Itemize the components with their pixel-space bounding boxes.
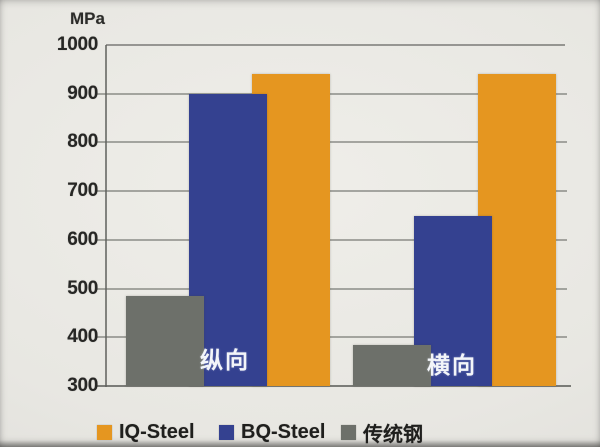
y-axis-unit-label: MPa	[70, 9, 105, 28]
y-tick-label-400: 400	[67, 326, 98, 348]
legend-swatch-bq-steel	[219, 424, 234, 440]
gridline-800	[96, 141, 567, 144]
gridline-500	[96, 287, 567, 290]
group-label-transverse: 横向	[427, 352, 477, 378]
bar-conventional-steel-transverse	[353, 344, 431, 386]
y-tick-label-600: 600	[67, 228, 98, 250]
y-tick-label-800: 800	[67, 131, 98, 153]
legend-item-bq-steel: BQ-Steel	[219, 421, 325, 443]
legend-item-conventional-steel: 传统钢	[341, 421, 423, 446]
gridline-700	[96, 190, 567, 193]
group-label-longitudinal: 纵向	[200, 347, 250, 373]
legend-label-bq-steel: BQ-Steel	[241, 420, 326, 443]
y-tick-label-1000: 1000	[56, 34, 98, 55]
bar-conventional-steel-longitudinal	[126, 295, 204, 386]
legend-swatch-iq-steel	[97, 424, 112, 440]
gridline-600	[96, 238, 567, 241]
legend-label-conventional-steel: 传统钢	[363, 423, 423, 446]
gridline-1000	[106, 44, 565, 46]
y-tick-label-500: 500	[67, 277, 98, 299]
legend: IQ-Steel BQ-Steel 传统钢	[0, 421, 600, 446]
gridline-400	[96, 336, 567, 339]
y-tick-label-700: 700	[67, 180, 98, 202]
legend-label-iq-steel: IQ-Steel	[119, 420, 195, 443]
y-tick-label-900: 900	[67, 82, 98, 104]
legend-item-iq-steel: IQ-Steel	[97, 421, 195, 443]
y-axis-line	[105, 45, 107, 387]
gridline-900	[96, 92, 567, 95]
plot-area: 1000 900 800 700 600 500 400 300 纵向 横向	[56, 34, 571, 396]
legend-swatch-conventional-steel	[341, 424, 356, 440]
x-axis-baseline	[96, 385, 571, 387]
y-tick-label-300: 300	[67, 375, 98, 396]
